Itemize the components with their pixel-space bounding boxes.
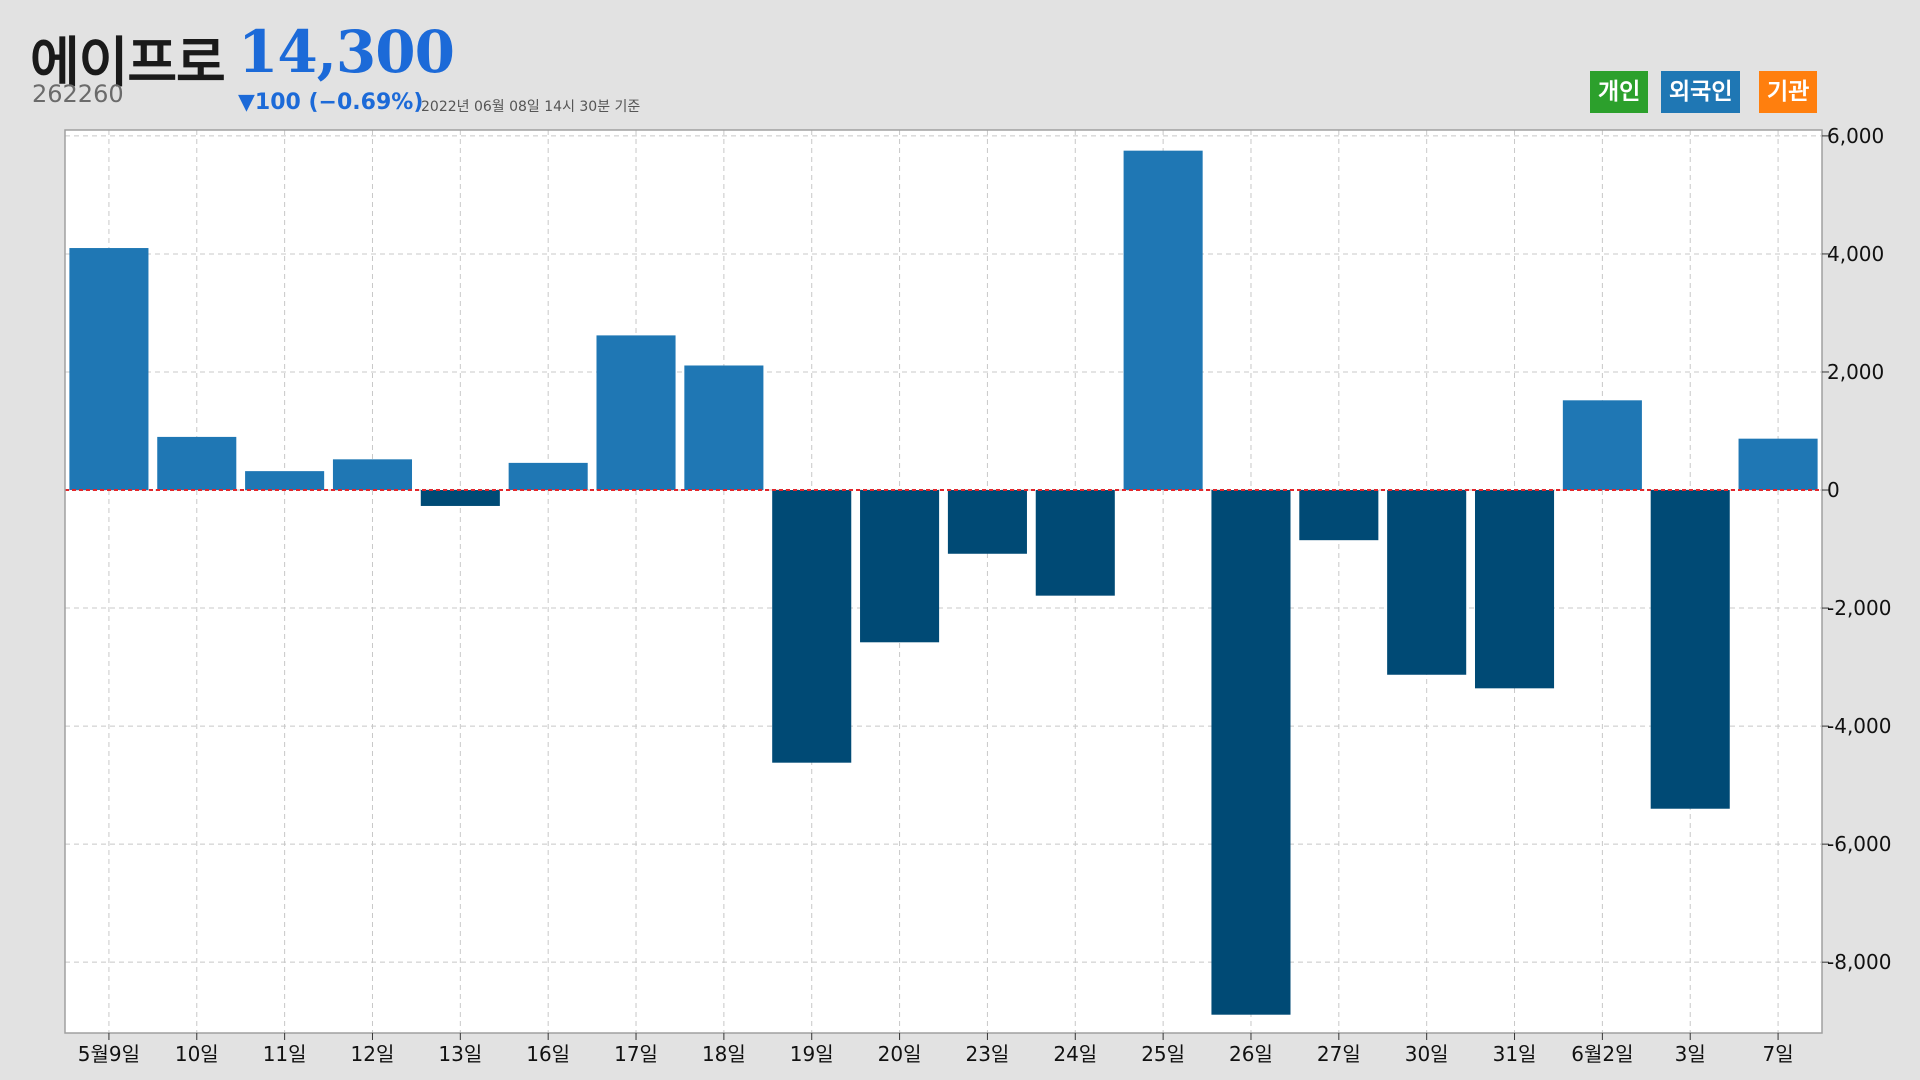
y-tick-label: -2,000: [1827, 596, 1891, 620]
y-tick-label: -4,000: [1827, 714, 1891, 738]
stock-name: 에이프로: [30, 31, 226, 94]
x-tick-label: 7일: [1763, 1042, 1794, 1066]
y-tick-label: -6,000: [1827, 832, 1891, 856]
bar-11일[interactable]: [245, 471, 325, 491]
as-of-timestamp: 2022년 06월 08일 14시 30분 기준: [421, 99, 641, 115]
x-tick-label: 17일: [614, 1042, 658, 1066]
x-tick-label: 12일: [351, 1042, 395, 1066]
legend-individual[interactable]: 개인: [1590, 71, 1649, 113]
x-tick-label: 26일: [1229, 1042, 1273, 1066]
legend-institution[interactable]: 기관: [1759, 71, 1818, 113]
legend-foreign[interactable]: 외국인: [1661, 71, 1741, 113]
bar-13일[interactable]: [420, 490, 500, 506]
y-tick-label: 2,000: [1827, 360, 1884, 384]
x-tick-label: 25일: [1141, 1042, 1185, 1066]
bar-27일[interactable]: [1299, 490, 1379, 541]
bar-5월9일[interactable]: [69, 248, 149, 491]
x-tick-label: 30일: [1405, 1042, 1449, 1066]
bar-26일[interactable]: [1211, 490, 1291, 1015]
plot-border: [64, 129, 1823, 1034]
bar-18일[interactable]: [684, 365, 764, 491]
x-tick-label: 31일: [1493, 1042, 1537, 1066]
x-tick-label: 5월9일: [78, 1042, 140, 1066]
bar-25일[interactable]: [1123, 150, 1203, 491]
bar-7일[interactable]: [1738, 438, 1818, 491]
bar-19일[interactable]: [772, 490, 852, 763]
bar-31일[interactable]: [1474, 490, 1555, 689]
bar-16일[interactable]: [508, 462, 588, 491]
y-tick-label: -8,000: [1827, 950, 1891, 974]
x-tick-label: 6월2일: [1571, 1042, 1633, 1066]
x-tick-label: 19일: [790, 1042, 834, 1066]
x-tick-label: 10일: [175, 1042, 219, 1066]
x-tick-label: 23일: [965, 1042, 1009, 1066]
y-tick-label: 0: [1827, 478, 1840, 502]
x-tick-label: 27일: [1317, 1042, 1361, 1066]
y-tick-label: 6,000: [1827, 124, 1884, 148]
bar-6월2일[interactable]: [1562, 400, 1642, 491]
x-axis-ticks: 5월9일 10일 11일 12일 13일 16일 17일 18일 19일 20일 23일 24일 25일…: [78, 1033, 1794, 1066]
x-tick-label: 13일: [438, 1042, 482, 1066]
plot-area: [65, 130, 1822, 1033]
chart-header: 에이프로 262260 14,300 ▼100 (−0.69%) 2022년 0…: [0, 0, 1920, 130]
x-tick-label: 24일: [1053, 1042, 1097, 1066]
x-tick-label: 20일: [878, 1042, 922, 1066]
bar-17일[interactable]: [596, 335, 676, 491]
bar-20일[interactable]: [860, 490, 940, 643]
y-axis-ticks: 6,000 4,000 2,000 0 -2,000 -4,000 -6,000 -8,000: [1822, 124, 1891, 974]
bar-10일[interactable]: [157, 436, 237, 491]
bar-23일[interactable]: [947, 490, 1027, 554]
bars: [69, 150, 1818, 1015]
bar-30일[interactable]: [1387, 490, 1467, 675]
y-tick-label: 4,000: [1827, 242, 1884, 266]
x-tick-label: 18일: [702, 1042, 746, 1066]
x-tick-label: 16일: [526, 1042, 570, 1066]
bar-24일[interactable]: [1035, 490, 1115, 596]
bar-3일[interactable]: [1650, 490, 1730, 809]
stock-code: 262260: [32, 80, 124, 108]
current-price: 14,300: [238, 18, 455, 86]
x-tick-label: 11일: [263, 1042, 307, 1066]
price-change: ▼100 (−0.69%): [238, 90, 424, 115]
bar-12일[interactable]: [332, 459, 413, 491]
x-tick-label: 3일: [1675, 1042, 1706, 1066]
